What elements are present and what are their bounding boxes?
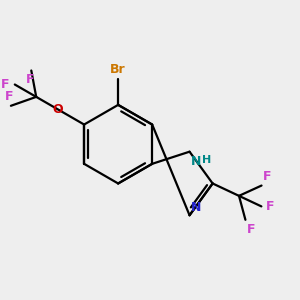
Text: N: N [191,155,201,168]
Text: F: F [26,74,34,86]
Text: H: H [202,155,211,165]
Text: F: F [263,169,272,183]
Text: F: F [266,200,274,213]
Text: N: N [191,201,201,214]
Text: F: F [5,90,14,103]
Text: O: O [53,103,64,116]
Text: F: F [247,223,256,236]
Text: Br: Br [110,63,126,76]
Text: F: F [1,78,10,91]
